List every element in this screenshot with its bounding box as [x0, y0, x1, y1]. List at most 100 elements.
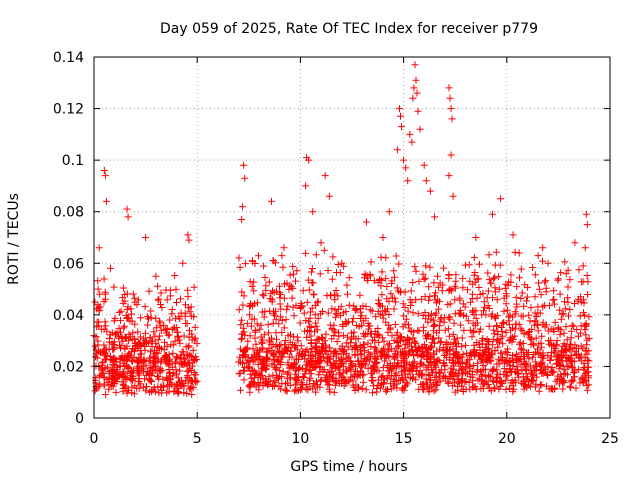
data-point	[140, 355, 148, 363]
data-point	[134, 296, 142, 304]
data-point	[432, 329, 440, 337]
data-point	[292, 277, 299, 285]
data-point	[184, 304, 192, 312]
data-point	[255, 348, 263, 356]
data-point	[169, 341, 177, 349]
data-point	[558, 310, 566, 318]
data-point	[409, 279, 417, 286]
data-point	[398, 123, 405, 131]
data-point	[567, 334, 575, 342]
data-point	[308, 304, 316, 312]
data-point	[561, 298, 568, 306]
data-point	[439, 347, 447, 355]
data-point	[566, 276, 574, 284]
data-point	[544, 372, 552, 379]
data-point	[522, 375, 530, 383]
data-point	[176, 358, 184, 366]
data-point	[171, 324, 179, 332]
data-point	[479, 362, 487, 369]
data-point	[345, 353, 353, 361]
data-point	[378, 268, 386, 276]
data-point	[582, 210, 590, 218]
data-point	[390, 305, 398, 313]
y-tick-label: 0	[75, 411, 84, 427]
data-point	[426, 359, 434, 367]
data-point	[468, 333, 476, 341]
data-point	[309, 290, 317, 298]
data-point	[502, 328, 510, 336]
data-point	[191, 323, 199, 331]
data-point	[566, 382, 574, 390]
data-point	[534, 309, 542, 317]
data-point	[554, 355, 562, 363]
data-point	[470, 311, 478, 319]
data-point	[560, 379, 568, 387]
data-point	[282, 386, 290, 394]
data-point	[305, 359, 313, 367]
data-point	[560, 340, 568, 348]
data-point	[379, 314, 387, 322]
data-point	[116, 372, 123, 380]
data-point	[142, 361, 150, 369]
data-point	[581, 311, 589, 319]
axis-ticks	[93, 56, 611, 419]
data-point	[570, 322, 578, 330]
data-point	[162, 286, 170, 294]
data-point	[286, 347, 294, 355]
data-point	[294, 337, 302, 345]
data-point	[101, 318, 109, 326]
data-point	[452, 277, 460, 285]
data-point	[581, 370, 589, 378]
data-point	[364, 277, 372, 285]
data-point	[119, 337, 127, 345]
data-point	[238, 288, 246, 296]
data-point	[552, 377, 560, 385]
data-point	[505, 337, 513, 344]
data-point	[415, 385, 423, 393]
data-point	[183, 372, 191, 380]
data-point	[182, 359, 190, 367]
data-point	[472, 307, 480, 315]
data-point	[513, 303, 521, 311]
data-point	[451, 282, 459, 290]
data-point	[339, 346, 347, 353]
data-point	[137, 380, 145, 388]
data-point	[193, 356, 201, 364]
data-point	[101, 172, 109, 180]
data-point	[354, 335, 362, 343]
data-point	[271, 311, 278, 319]
data-point	[397, 362, 405, 370]
data-point	[531, 293, 539, 301]
data-point	[293, 379, 301, 387]
data-point	[335, 379, 343, 387]
data-point	[297, 304, 305, 312]
data-point	[397, 333, 405, 341]
data-point	[293, 333, 301, 341]
data-point	[339, 362, 347, 370]
data-point	[288, 294, 296, 302]
data-point	[333, 338, 341, 345]
data-point	[434, 356, 442, 364]
data-point	[422, 177, 430, 185]
data-point	[424, 349, 432, 357]
data-point	[549, 325, 557, 333]
data-point	[301, 370, 309, 378]
data-point	[478, 376, 485, 384]
data-point	[392, 372, 400, 380]
data-point	[449, 345, 457, 353]
data-point	[559, 385, 567, 393]
data-point	[179, 259, 187, 267]
data-point	[335, 366, 343, 374]
data-point	[485, 322, 493, 330]
data-point	[412, 76, 420, 84]
data-point	[131, 335, 139, 343]
data-point	[351, 363, 359, 371]
data-point	[114, 333, 122, 341]
data-point	[565, 363, 573, 371]
data-point	[276, 300, 284, 308]
data-point	[487, 279, 495, 287]
data-point	[182, 320, 190, 327]
data-point	[307, 348, 315, 356]
data-point	[411, 338, 418, 346]
data-point	[95, 304, 103, 312]
